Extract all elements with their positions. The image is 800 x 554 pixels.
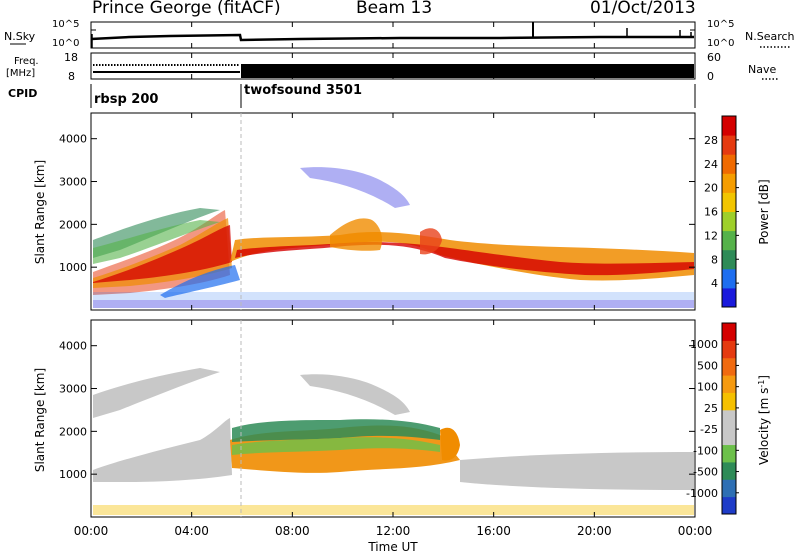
time-axis: 00:00 04:00 08:00 12:00 16:00 20:00 00:00 — [74, 22, 713, 538]
velocity-colorbar-label: Velocity [m s-1] — [757, 375, 772, 465]
power-colorbar-swatch — [722, 173, 736, 193]
velocity-colorbar-swatch — [722, 479, 736, 498]
power-colorbar-swatch — [722, 268, 736, 289]
time-tick-label: 00:00 — [678, 524, 713, 538]
power-panel — [90, 112, 696, 311]
freq-left-tick-bottom: 8 — [68, 70, 75, 83]
velocity-colorbar-swatch — [722, 409, 736, 428]
nsearch-label: N.Search — [745, 30, 795, 43]
velocity-colorbar: 1000 500 100 25 -25 -100 -500 -1000 — [686, 322, 739, 515]
power-colorbar-swatch — [722, 116, 736, 136]
power-colorbar-swatch — [722, 154, 736, 174]
time-tick-label: 04:00 — [174, 524, 209, 538]
time-tick-label: 20:00 — [577, 524, 612, 538]
velocity-ytick-label: 3000 — [59, 383, 87, 396]
freq-right-tick-top: 60 — [707, 51, 721, 64]
power-colorbar-tick-label: 12 — [704, 229, 718, 242]
velocity-colorbar-swatch — [722, 392, 736, 411]
power-colorbar-swatch — [722, 249, 736, 270]
beam-title: Beam 13 — [356, 0, 433, 18]
power-colorbar-tick-label: 24 — [704, 158, 718, 171]
velocity-ytick-label: 1000 — [59, 468, 87, 481]
power-axes: 1000 2000 3000 4000 — [59, 133, 695, 274]
freq-unit-label: [MHz] — [6, 68, 36, 79]
velocity-ytick-label: 4000 — [59, 340, 87, 353]
time-tick-label: 12:00 — [376, 524, 411, 538]
velocity-colorbar-label-main: Velocity [m s — [757, 388, 771, 465]
power-colorbar-tick-label: 4 — [711, 277, 718, 290]
velocity-colorbar-swatch — [722, 375, 736, 393]
velocity-colorbar-tick-label: 100 — [697, 381, 718, 394]
velocity-colorbar-swatch — [722, 323, 736, 341]
velocity-colorbar-frame — [721, 322, 737, 515]
velocity-colorbar-tick-label: -100 — [693, 444, 718, 457]
power-colorbar-tick-label: 20 — [704, 182, 718, 195]
power-colorbar-tick-label: 28 — [704, 134, 718, 147]
power-colorbar-swatch — [722, 135, 736, 155]
x-axis-label: Time UT — [367, 540, 418, 554]
velocity-colorbar-swatch — [722, 496, 736, 515]
velocity-ytick-label: 2000 — [59, 425, 87, 438]
power-colorbar: 4 8 12 16 20 24 28 — [704, 115, 739, 308]
power-heatmap — [93, 167, 694, 308]
nsky-label: N.Sky — [4, 30, 36, 43]
cpid-segment-label-2: twofsound 3501 — [244, 83, 363, 98]
cpid-label: CPID — [8, 87, 38, 100]
cpid-segment-label-1: rbsp 200 — [94, 92, 159, 107]
nsky-right-tick-bottom: 10^0 — [707, 38, 735, 49]
velocity-colorbar-swatch — [722, 340, 736, 359]
velocity-colorbar-tick-label: 1000 — [690, 338, 718, 351]
power-colorbar-tick-label: 8 — [711, 253, 718, 266]
velocity-colorbar-swatch — [722, 357, 736, 376]
velocity-colorbar-tick-label: -25 — [700, 423, 718, 436]
time-tick-label: 08:00 — [275, 524, 310, 538]
velocity-colorbar-swatch — [722, 461, 736, 480]
velocity-colorbar-tick-label: -500 — [693, 466, 718, 479]
freq-left-tick-top: 18 — [64, 51, 78, 64]
power-ylabel: Slant Range [km] — [33, 160, 47, 264]
cpid-panel — [90, 84, 696, 108]
power-colorbar-swatch — [722, 230, 736, 251]
velocity-colorbar-tick-label: -1000 — [686, 487, 718, 500]
power-colorbar-tick-label: 16 — [704, 206, 718, 219]
power-colorbar-swatch — [722, 287, 736, 308]
velocity-colorbar-label-end: ] — [757, 375, 771, 380]
nsky-left-tick-top: 10^5 — [52, 19, 80, 30]
nsky-right-tick-top: 10^5 — [707, 19, 735, 30]
power-ytick-label: 4000 — [59, 133, 87, 146]
time-tick-label: 00:00 — [74, 524, 109, 538]
freq-right-tick-bottom: 0 — [707, 70, 714, 83]
power-colorbar-label: Power [dB] — [757, 179, 771, 244]
velocity-panel — [90, 319, 696, 518]
velocity-colorbar-tick-label: 25 — [704, 402, 718, 415]
power-ytick-label: 2000 — [59, 218, 87, 231]
station-title: Prince George (fitACF) — [92, 0, 281, 18]
nave-label: Nave — [748, 63, 777, 76]
power-colorbar-swatch — [722, 192, 736, 212]
nsky-left-tick-bottom: 10^0 — [52, 38, 80, 49]
velocity-axes: 1000 2000 3000 4000 — [59, 340, 695, 481]
power-ytick-label: 3000 — [59, 176, 87, 189]
date-title: 01/Oct/2013 — [590, 0, 696, 18]
freq-label: Freq. — [14, 56, 39, 67]
velocity-colorbar-swatch — [722, 427, 736, 446]
velocity-colorbar-label-sup: -1 — [757, 380, 766, 388]
velocity-colorbar-swatch — [722, 444, 736, 463]
time-tick-label: 16:00 — [476, 524, 511, 538]
power-ytick-label: 1000 — [59, 261, 87, 274]
velocity-colorbar-tick-label: 500 — [697, 359, 718, 372]
power-colorbar-swatch — [722, 211, 736, 232]
velocity-heatmap — [93, 368, 694, 515]
velocity-ylabel: Slant Range [km] — [33, 368, 47, 472]
